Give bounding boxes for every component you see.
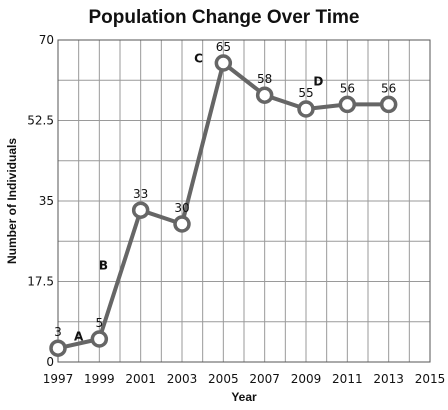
y-tick-label: 17.5 bbox=[27, 275, 54, 289]
series bbox=[49, 54, 398, 357]
data-label: 65 bbox=[216, 40, 231, 54]
x-tick-label: 2013 bbox=[373, 372, 404, 386]
data-label: 56 bbox=[381, 81, 396, 95]
y-tick-label: 35 bbox=[39, 194, 54, 208]
data-point bbox=[255, 86, 274, 104]
x-tick-label: 2009 bbox=[291, 372, 322, 386]
annotation-label: B bbox=[99, 258, 108, 272]
data-point bbox=[173, 215, 191, 233]
data-point bbox=[49, 339, 67, 357]
grid bbox=[57, 39, 431, 363]
data-point bbox=[90, 330, 109, 348]
y-tick-label: 52.5 bbox=[27, 114, 54, 128]
data-label: 3 bbox=[54, 325, 62, 339]
data-label: 58 bbox=[257, 72, 272, 86]
y-tick-label: 0 bbox=[46, 355, 54, 369]
data-labels: 3 5 33 30 65 58 55 56 56 bbox=[54, 40, 396, 339]
x-tick-label: 2007 bbox=[249, 372, 280, 386]
data-point bbox=[338, 95, 357, 114]
data-point bbox=[214, 54, 233, 72]
data-label: 55 bbox=[298, 86, 313, 100]
x-axis-label: Year bbox=[231, 390, 257, 404]
x-tick-label: 1999 bbox=[84, 372, 115, 386]
x-tick-label: 2015 bbox=[415, 372, 446, 386]
data-label: 30 bbox=[174, 201, 189, 215]
plot-frame bbox=[57, 39, 431, 363]
data-point bbox=[379, 95, 398, 114]
x-axis-ticks: 1997 1999 2001 2003 2005 2007 2009 2011 2013 2015 bbox=[43, 372, 446, 386]
chart-title: Population Change Over Time bbox=[89, 7, 360, 28]
x-tick-label: 2003 bbox=[167, 372, 198, 386]
annotations: A B C D bbox=[74, 51, 323, 343]
y-tick-label: 70 bbox=[39, 33, 54, 47]
x-tick-label: 2005 bbox=[208, 372, 239, 386]
data-label: 5 bbox=[96, 316, 104, 330]
x-tick-label: 2001 bbox=[125, 372, 156, 386]
data-label: 56 bbox=[340, 81, 355, 95]
y-axis-ticks: 0 17.5 35 52.5 70 bbox=[27, 33, 54, 369]
data-point bbox=[131, 201, 150, 219]
annotation-label: D bbox=[313, 74, 323, 88]
y-axis-label: Number of Individuals bbox=[5, 138, 19, 264]
data-label: 33 bbox=[133, 187, 148, 201]
x-tick-label: 1997 bbox=[43, 372, 74, 386]
data-point bbox=[297, 100, 315, 118]
annotation-label: A bbox=[74, 330, 84, 344]
annotation-label: C bbox=[194, 51, 203, 65]
x-tick-label: 2011 bbox=[332, 372, 363, 386]
